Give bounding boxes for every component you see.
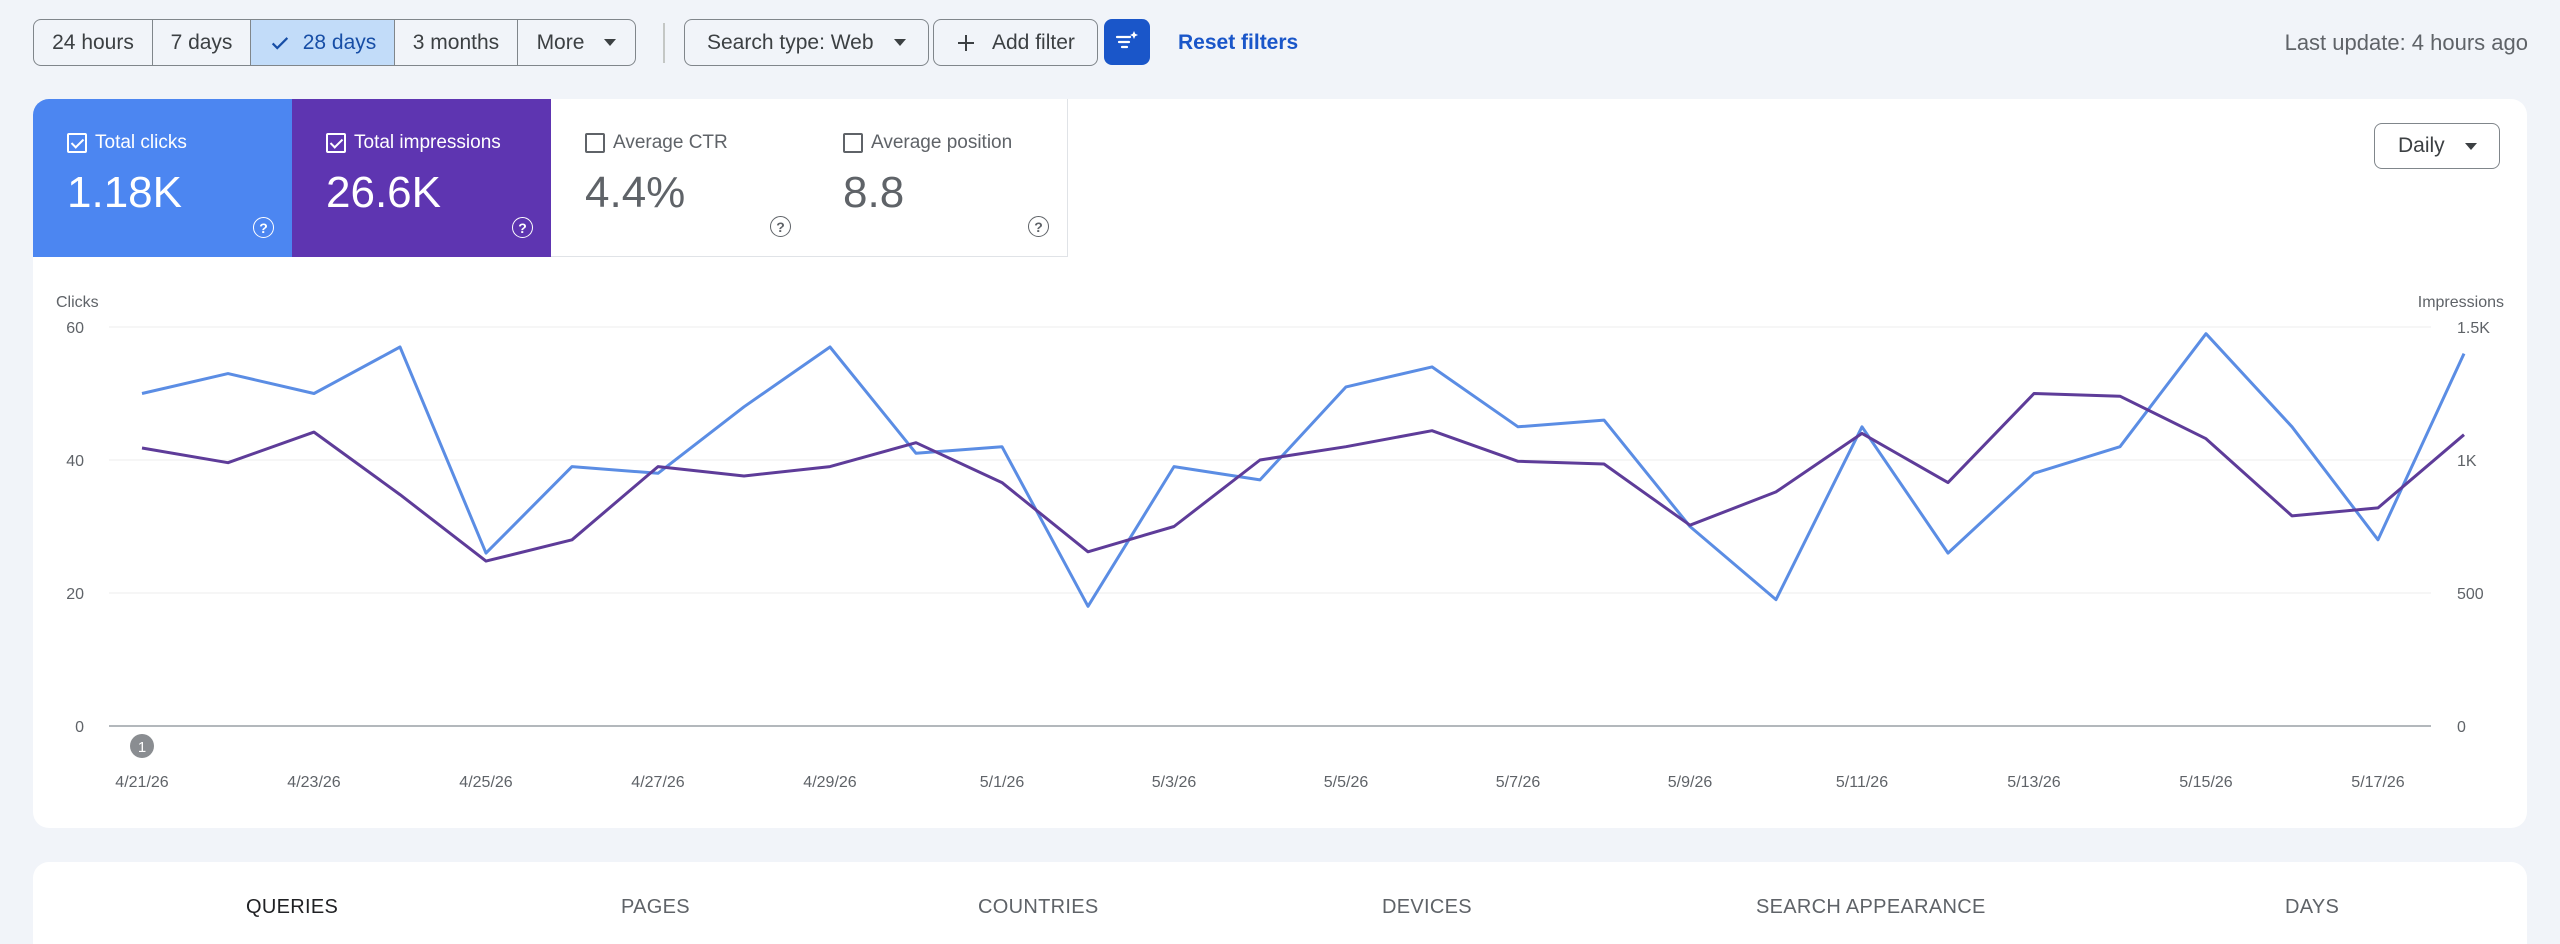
left-tick-label: 0 bbox=[75, 719, 84, 736]
chart-annotation-marker[interactable]: 1 bbox=[130, 734, 154, 758]
performance-card: Total clicks 1.18K ? Total impressions 2… bbox=[33, 99, 2527, 828]
range-28-days-button[interactable]: 28 days bbox=[251, 20, 395, 65]
range-label: 3 months bbox=[412, 30, 500, 54]
range-label: 28 days bbox=[302, 30, 377, 54]
left-tick-label: 40 bbox=[66, 453, 84, 470]
x-tick-label: 5/17/26 bbox=[2351, 774, 2404, 791]
tab-search-appearance[interactable]: SEARCH APPEARANCE bbox=[1756, 896, 1986, 918]
checkbox-checked-icon[interactable] bbox=[67, 133, 87, 153]
add-filter-button[interactable]: Add filter bbox=[933, 19, 1098, 66]
impressions-series-line bbox=[141, 392, 2465, 563]
range-label: 24 hours bbox=[52, 30, 134, 54]
performance-chart: Clicks Impressions 60 1.5K 40 1K 20 500 0 0 4/2… bbox=[56, 294, 2504, 791]
metric-label: Total clicks bbox=[95, 132, 187, 153]
search-type-dropdown[interactable]: Search type: Web bbox=[684, 19, 929, 66]
toolbar-divider bbox=[663, 23, 665, 63]
right-tick-label: 1.5K bbox=[2457, 320, 2490, 337]
help-icon[interactable]: ? bbox=[253, 217, 274, 238]
help-icon[interactable]: ? bbox=[770, 216, 791, 237]
checkbox-unchecked-icon[interactable] bbox=[585, 133, 605, 153]
x-tick-label: 5/5/26 bbox=[1324, 774, 1369, 791]
range-more-dropdown[interactable]: More bbox=[518, 20, 635, 65]
x-tick-label: 4/21/26 bbox=[115, 774, 168, 791]
x-tick-label: 4/29/26 bbox=[803, 774, 856, 791]
x-tick-label: 5/3/26 bbox=[1152, 774, 1197, 791]
tab-countries[interactable]: COUNTRIES bbox=[978, 896, 1099, 918]
clicks-series-line bbox=[141, 332, 2466, 608]
metric-label: Average CTR bbox=[613, 132, 728, 153]
help-icon[interactable]: ? bbox=[1028, 216, 1049, 237]
dimension-tabs: QUERIES PAGES COUNTRIES DEVICES SEARCH A… bbox=[33, 862, 2527, 944]
x-tick-label: 5/7/26 bbox=[1496, 774, 1541, 791]
metric-label: Total impressions bbox=[354, 132, 501, 153]
last-update-text: Last update: 4 hours ago bbox=[2284, 29, 2528, 55]
x-tick-label: 5/11/26 bbox=[1836, 774, 1888, 791]
x-tick-label: 4/25/26 bbox=[459, 774, 512, 791]
x-tick-label: 5/9/26 bbox=[1668, 774, 1713, 791]
tab-queries[interactable]: QUERIES bbox=[246, 896, 339, 918]
checkbox-unchecked-icon[interactable] bbox=[843, 133, 863, 153]
right-tick-label: 0 bbox=[2457, 719, 2466, 736]
range-label: More bbox=[536, 30, 585, 54]
range-label: 7 days bbox=[170, 30, 233, 54]
metric-value: 1.18K bbox=[67, 168, 182, 217]
left-tick-label: 20 bbox=[66, 586, 84, 603]
granularity-label: Daily bbox=[2398, 134, 2445, 157]
metric-value: 26.6K bbox=[326, 168, 441, 217]
range-24-hours-button[interactable]: 24 hours bbox=[34, 20, 153, 65]
check-icon bbox=[271, 36, 288, 50]
metric-value: 4.4% bbox=[585, 168, 686, 217]
caret-down-icon bbox=[604, 39, 617, 46]
checkbox-checked-icon[interactable] bbox=[326, 133, 346, 153]
reset-filters-link[interactable]: Reset filters bbox=[1178, 30, 1299, 54]
tab-days[interactable]: DAYS bbox=[2285, 896, 2340, 918]
right-tick-label: 500 bbox=[2457, 586, 2484, 603]
range-3-months-button[interactable]: 3 months bbox=[395, 20, 518, 65]
metric-average-ctr[interactable]: Average CTR 4.4% ? bbox=[551, 99, 810, 257]
metric-total-clicks[interactable]: Total clicks 1.18K ? bbox=[33, 99, 292, 257]
right-tick-label: 1K bbox=[2457, 453, 2477, 470]
left-axis-label: Clicks bbox=[56, 294, 99, 311]
x-tick-label: 4/27/26 bbox=[631, 774, 684, 791]
search-type-label: Search type: Web bbox=[707, 30, 874, 54]
granularity-dropdown[interactable]: Daily bbox=[2374, 123, 2500, 169]
metric-value: 8.8 bbox=[843, 168, 905, 217]
tab-devices[interactable]: DEVICES bbox=[1382, 896, 1472, 918]
metric-total-impressions[interactable]: Total impressions 26.6K ? bbox=[292, 99, 551, 257]
range-7-days-button[interactable]: 7 days bbox=[153, 20, 251, 65]
filter-sparkle-icon bbox=[1115, 31, 1138, 49]
metric-average-position[interactable]: Average position 8.8 ? bbox=[809, 99, 1068, 257]
caret-down-icon bbox=[2464, 142, 2477, 150]
filter-settings-button[interactable] bbox=[1104, 19, 1150, 65]
x-tick-label: 5/1/26 bbox=[980, 774, 1025, 791]
x-tick-label: 5/15/26 bbox=[2179, 774, 2232, 791]
date-range-selector: 24 hours 7 days 28 days 3 months More bbox=[33, 19, 636, 66]
add-filter-label: Add filter bbox=[992, 30, 1075, 54]
caret-down-icon bbox=[893, 39, 906, 46]
toolbar: 24 hours 7 days 28 days 3 months More Se… bbox=[33, 19, 2528, 66]
annotation-label: 1 bbox=[138, 739, 146, 756]
help-icon[interactable]: ? bbox=[512, 217, 533, 238]
x-tick-label: 4/23/26 bbox=[287, 774, 340, 791]
left-tick-label: 60 bbox=[66, 320, 84, 337]
metric-label: Average position bbox=[871, 132, 1013, 153]
plus-icon bbox=[958, 34, 974, 51]
x-tick-label: 5/13/26 bbox=[2007, 774, 2060, 791]
tab-pages[interactable]: PAGES bbox=[621, 896, 690, 918]
right-axis-label: Impressions bbox=[2418, 294, 2504, 311]
